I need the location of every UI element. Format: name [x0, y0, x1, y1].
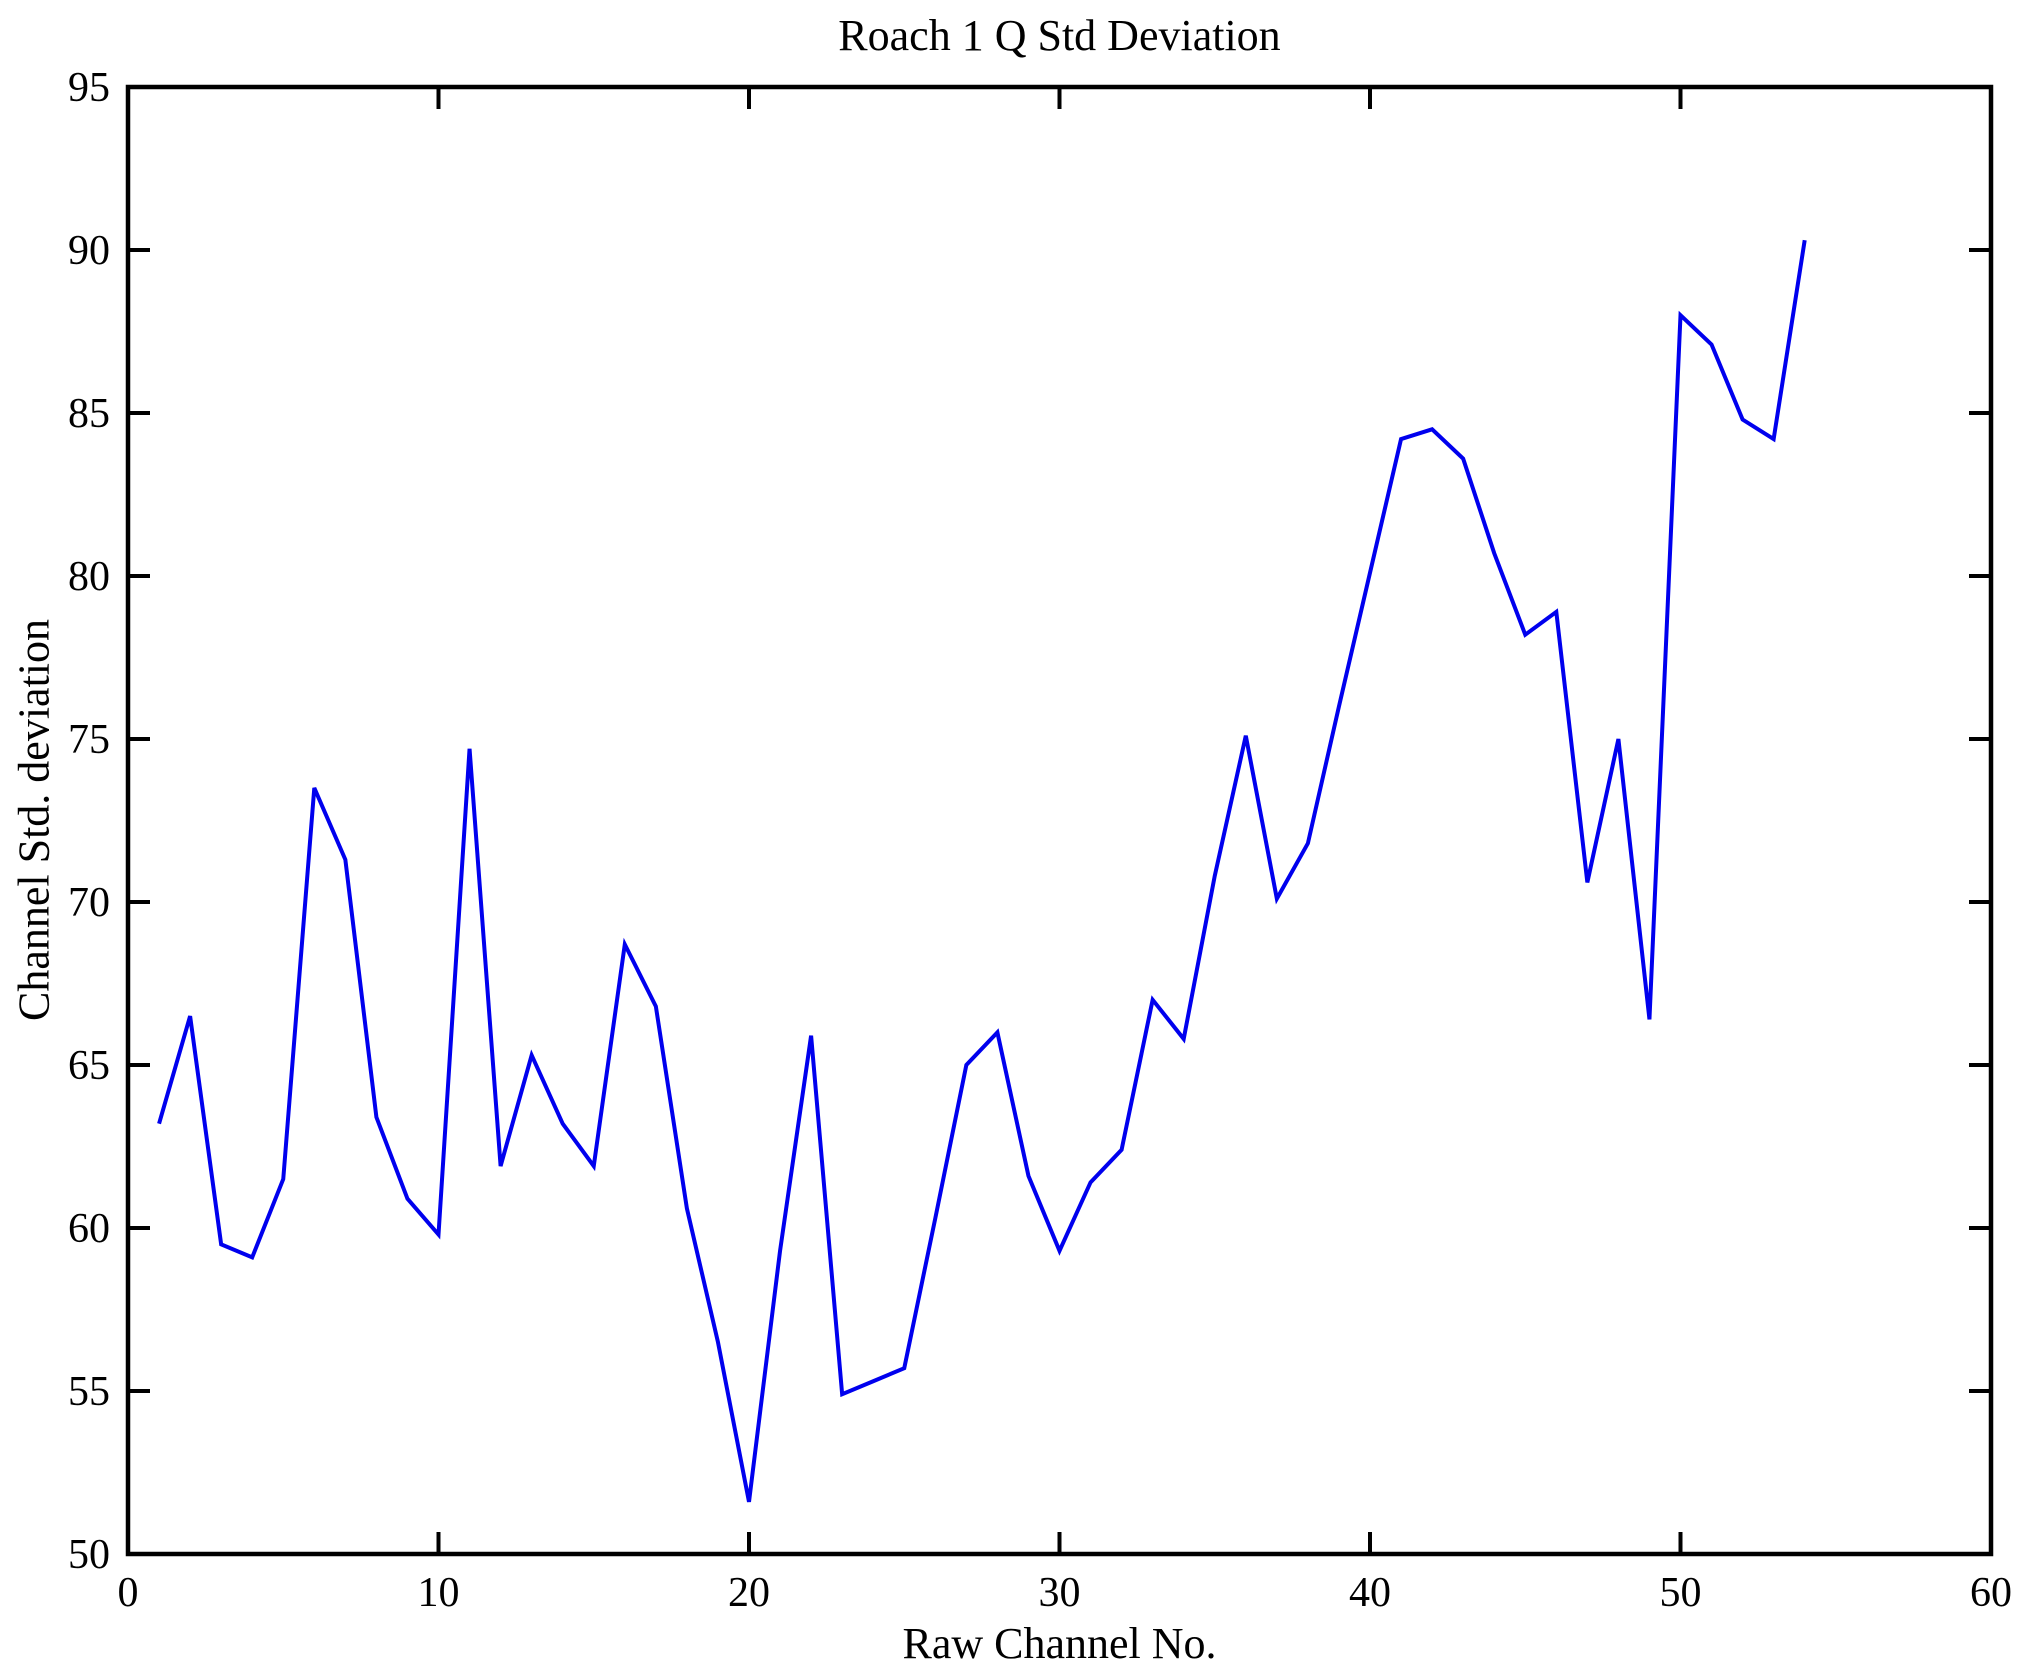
data-line	[157, 239, 1807, 1503]
y-tick-label: 80	[68, 554, 110, 600]
x-tick-label: 20	[728, 1570, 770, 1616]
y-tick-label: 65	[68, 1043, 110, 1089]
y-tick-label: 50	[68, 1532, 110, 1578]
y-tick-label: 60	[68, 1206, 110, 1252]
y-tick-label: 90	[68, 228, 110, 274]
x-tick-label: 30	[1039, 1570, 1081, 1616]
y-tick-label: 95	[68, 65, 110, 111]
x-tick-label: 0	[118, 1570, 139, 1616]
chart-title: Roach 1 Q Std Deviation	[838, 11, 1281, 60]
y-tick-label: 85	[68, 391, 110, 437]
x-tick-label: 40	[1349, 1570, 1391, 1616]
y-tick-label: 70	[68, 880, 110, 926]
axes-box	[125, 84, 1994, 1557]
y-tick-label: 75	[68, 717, 110, 763]
x-tick-label: 60	[1970, 1570, 2012, 1616]
x-axis-label: Raw Channel No.	[902, 1619, 1217, 1668]
x-tick-label: 50	[1660, 1570, 1702, 1616]
x-tick-label: 10	[418, 1570, 460, 1616]
y-tick-label: 55	[68, 1369, 110, 1415]
